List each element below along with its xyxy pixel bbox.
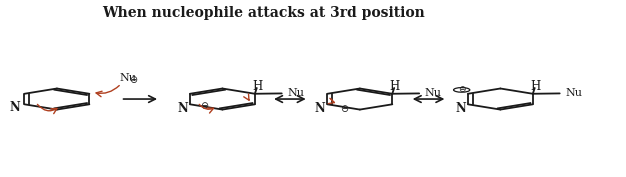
Text: ⊖: ⊖ [200, 101, 208, 111]
Text: ⊖: ⊖ [340, 104, 348, 114]
Text: N: N [455, 102, 466, 115]
Text: N: N [177, 102, 188, 115]
Text: H: H [389, 80, 400, 93]
Text: Nu: Nu [565, 88, 582, 98]
Text: N: N [10, 101, 21, 114]
Text: H: H [252, 80, 262, 93]
Text: Nu: Nu [425, 88, 442, 98]
Text: Nu: Nu [287, 88, 304, 98]
Text: When nucleophile attacks at 3rd position: When nucleophile attacks at 3rd position [101, 6, 424, 20]
Text: ⊖: ⊖ [458, 85, 466, 94]
Text: H: H [530, 80, 540, 93]
Text: ⊖: ⊖ [129, 75, 137, 85]
Text: Nu: Nu [120, 73, 136, 83]
Text: N: N [314, 102, 326, 115]
